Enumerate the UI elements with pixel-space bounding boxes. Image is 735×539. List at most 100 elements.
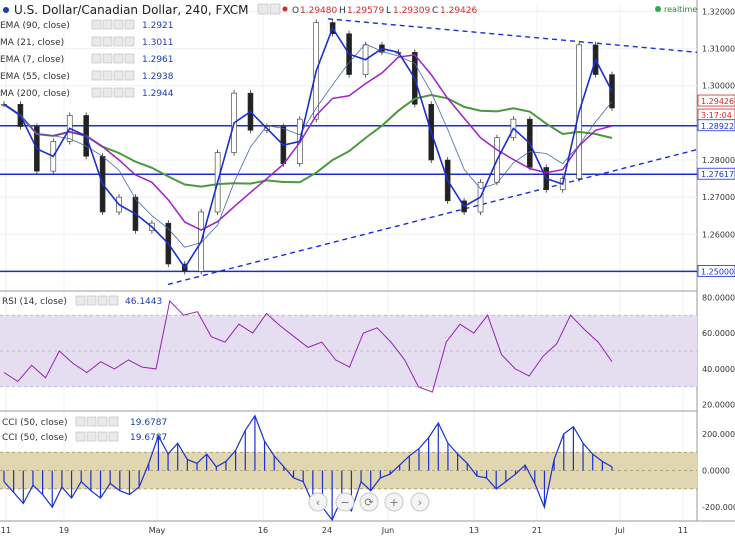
cci-series xyxy=(3,414,613,522)
cci-label-2: CCI (50, close) xyxy=(2,433,67,443)
ema-55-line xyxy=(3,43,613,248)
indicator-eye-icon[interactable] xyxy=(91,70,102,81)
price-tag xyxy=(697,265,735,277)
rsi-axis-label: 60.0000 xyxy=(702,329,735,338)
price-axis-label: 1.32000 xyxy=(702,7,735,16)
rsi-line xyxy=(3,299,613,393)
rsi-close-icon[interactable] xyxy=(97,295,108,306)
indicator-legend[interactable]: EMA (90, close) 1.2921 MA (21, close) 1.301… xyxy=(0,19,174,99)
ohlc-high-label: H xyxy=(339,6,346,16)
time-axis-label: Jun xyxy=(381,526,395,535)
ohlc-open: 1.29480 xyxy=(300,6,337,16)
nav-button[interactable] xyxy=(359,492,379,512)
indicator-eye-icon[interactable] xyxy=(91,53,102,64)
indicator-settings-icon[interactable] xyxy=(102,70,113,81)
cci2-more-icon[interactable] xyxy=(108,431,119,442)
cci-settings-icon[interactable] xyxy=(86,416,97,427)
chart-navigation[interactable]: ‹ − ⟳ + › xyxy=(308,492,430,512)
price-series xyxy=(1,19,615,275)
cci-legend[interactable]: CCI (50, close) CCI (50, close) 19.6787 … xyxy=(2,416,167,443)
indicator-close-icon[interactable] xyxy=(113,87,124,98)
time-axis-label: 13 xyxy=(469,526,479,535)
price-tag-value: 1.28922 xyxy=(701,122,734,131)
nav-button-icon: + xyxy=(389,496,398,509)
time-axis-label: 16 xyxy=(258,526,268,535)
time-axis-label: May xyxy=(149,526,166,535)
indicator-value: 1.2944 xyxy=(142,89,174,99)
indicator-close-icon[interactable] xyxy=(113,19,124,30)
rsi-value: 46.1443 xyxy=(125,297,162,307)
settings-icon[interactable] xyxy=(269,3,281,15)
ema-90-line xyxy=(3,54,613,231)
indicator-settings-icon[interactable] xyxy=(102,53,113,64)
ohlc-high: 1.29579 xyxy=(347,6,384,16)
cci2-close-icon[interactable] xyxy=(97,431,108,442)
nav-button[interactable] xyxy=(308,492,328,512)
nav-button[interactable] xyxy=(410,492,430,512)
time-axis-label: 24 xyxy=(322,526,332,535)
time-axis-label: 11 xyxy=(678,526,688,535)
indicator-close-icon[interactable] xyxy=(113,70,124,81)
indicator-more-icon[interactable] xyxy=(124,36,135,47)
indicator-more-icon[interactable] xyxy=(124,70,135,81)
axes: 1.320001.310001.300001.290001.280001.270… xyxy=(1,7,735,535)
indicator-label: EMA (90, close) xyxy=(0,21,70,31)
rsi-series xyxy=(3,299,613,393)
time-axis-label: 19 xyxy=(59,526,69,535)
rsi-axis-label: 20.0000 xyxy=(702,401,735,410)
time-axis-label: 11 xyxy=(1,526,11,535)
indicator-close-icon[interactable] xyxy=(113,36,124,47)
indicator-eye-icon[interactable] xyxy=(91,36,102,47)
cci-more-icon[interactable] xyxy=(108,416,119,427)
ma-200-line xyxy=(3,93,613,188)
nav-button[interactable] xyxy=(335,492,355,512)
cci-axis-label: 200.0000 xyxy=(702,430,735,439)
cci2-eye-icon[interactable] xyxy=(75,431,86,442)
indicator-label: EMA (7, close) xyxy=(0,55,64,65)
indicator-settings-icon[interactable] xyxy=(102,19,113,30)
ma-21-line xyxy=(3,26,613,270)
trendline-upper[interactable] xyxy=(327,18,698,53)
indicator-more-icon[interactable] xyxy=(124,19,135,30)
cci2-settings-icon[interactable] xyxy=(86,431,97,442)
indicator-settings-icon[interactable] xyxy=(102,87,113,98)
rsi-axis-label: 40.0000 xyxy=(702,365,735,374)
indicator-value: 1.2921 xyxy=(142,21,174,31)
cci-axis-label: -200.0000 xyxy=(702,503,735,512)
chart-header: U.S. Dollar/Canadian Dollar, 240, FXCM O… xyxy=(3,3,697,17)
cci-line xyxy=(3,414,613,522)
indicator-eye-icon[interactable] xyxy=(91,87,102,98)
realtime-dot-icon xyxy=(655,6,661,12)
nav-button-icon: − xyxy=(340,496,349,509)
cci-label-1: CCI (50, close) xyxy=(2,418,67,428)
price-tag-value: 1.27617 xyxy=(701,170,734,179)
price-tag xyxy=(697,167,735,180)
indicator-close-icon[interactable] xyxy=(113,53,124,64)
rsi-eye-icon[interactable] xyxy=(75,295,86,306)
ohlc-close: 1.29426 xyxy=(440,6,477,16)
rsi-more-icon[interactable] xyxy=(108,295,119,306)
indicator-label: EMA (55, close) xyxy=(0,72,70,82)
indicator-settings-icon[interactable] xyxy=(102,36,113,47)
trend-lines[interactable] xyxy=(167,18,698,286)
rsi-legend[interactable]: RSI (14, close) 46.1443 xyxy=(2,295,162,307)
ohlc-low: 1.29309 xyxy=(393,6,430,16)
price-tag-value: 3:17:04 xyxy=(701,111,732,120)
time-axis-label: 21 xyxy=(532,526,542,535)
price-tag xyxy=(697,119,735,132)
nav-button-icon: › xyxy=(418,496,422,509)
rsi-settings-icon[interactable] xyxy=(86,295,97,306)
indicator-eye-icon[interactable] xyxy=(91,19,102,30)
indicator-label: MA (21, close) xyxy=(0,38,64,48)
price-tag xyxy=(697,94,735,107)
eye-icon[interactable] xyxy=(257,3,269,15)
cci-eye-icon[interactable] xyxy=(75,416,86,427)
price-tag-value: 1.29426 xyxy=(701,97,734,106)
cci-band xyxy=(0,451,697,490)
trendline-lower[interactable] xyxy=(167,148,698,286)
cci-close-icon[interactable] xyxy=(97,416,108,427)
indicator-more-icon[interactable] xyxy=(124,53,135,64)
nav-button[interactable] xyxy=(384,492,404,512)
indicator-more-icon[interactable] xyxy=(124,87,135,98)
